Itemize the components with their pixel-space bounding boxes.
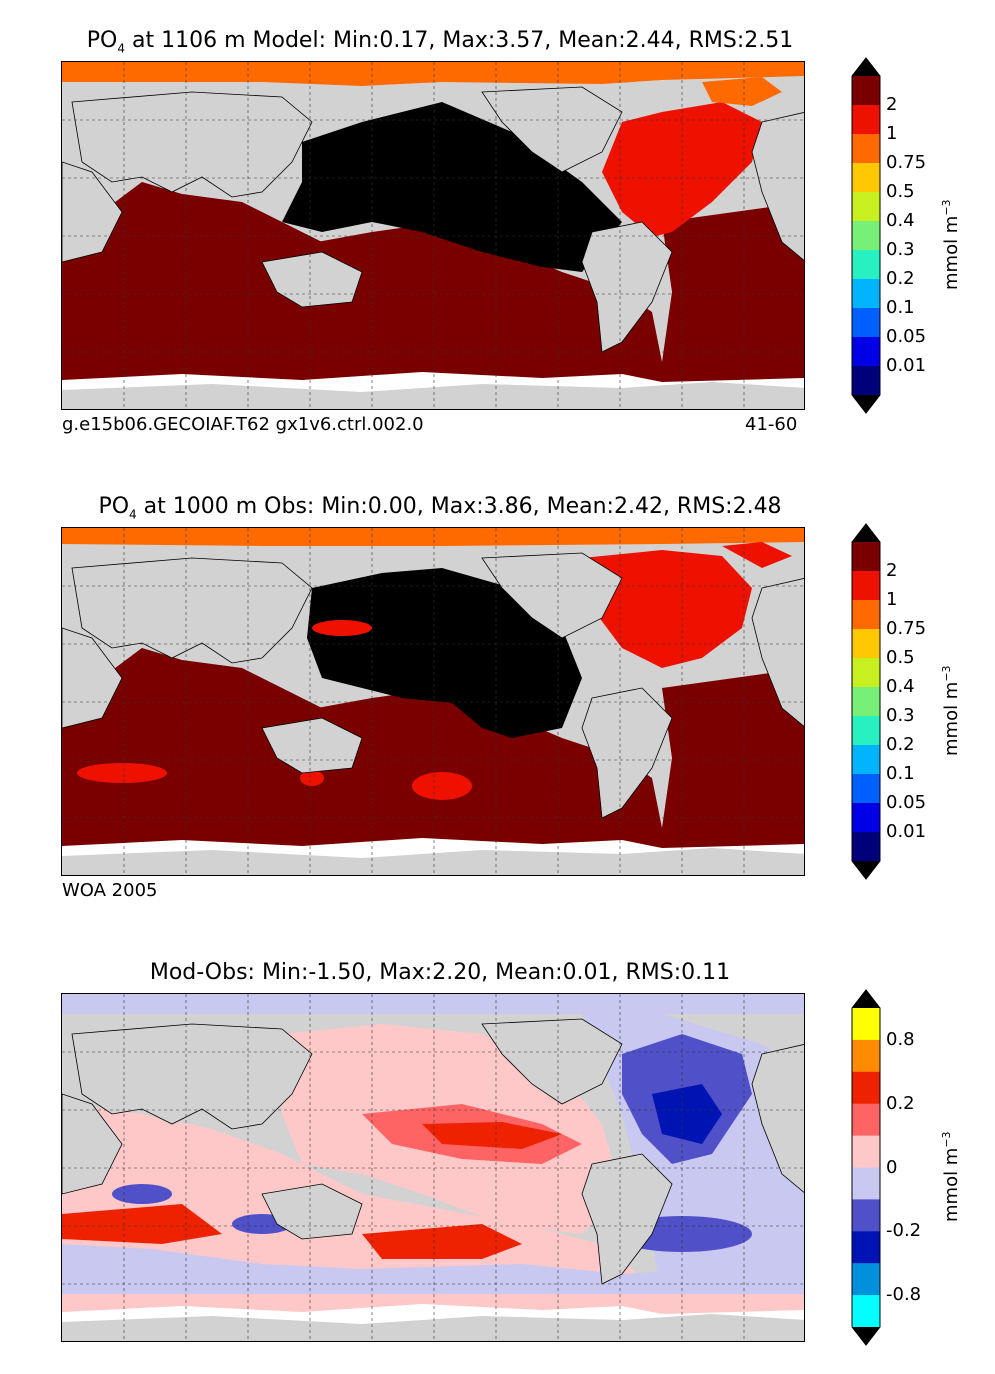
colorbar-swatch <box>852 134 880 164</box>
colorbar-tick-label: 0.1 <box>886 297 915 318</box>
colorbar-swatch <box>852 774 880 804</box>
panel-obs: PO4 at 1000 m Obs: Min:0.00, Max:3.86, M… <box>0 466 995 926</box>
colorbar-swatch <box>852 1263 880 1296</box>
colorbar-swatch <box>852 105 880 135</box>
colorbar-unit: mmol m−3 <box>940 665 962 756</box>
panel-title: Mod-Obs: Min:-1.50, Max:2.20, Mean:0.01,… <box>149 960 731 985</box>
colorbar-extend-max <box>852 990 880 1008</box>
colorbar-extend-min <box>852 395 880 413</box>
colorbar-tick-label: 0.2 <box>886 1092 915 1114</box>
colorbar-tick-label: 0 <box>886 1156 898 1178</box>
colorbar-swatch <box>852 163 880 193</box>
colorbar-unit: mmol m−3 <box>940 1131 962 1222</box>
map-plot <box>61 61 805 410</box>
colorbar-tick-label: 0.01 <box>886 821 927 842</box>
colorbar-tick-label: 0.8 <box>886 1028 915 1050</box>
colorbar-swatch <box>852 803 880 833</box>
colorbar-swatch <box>852 1135 880 1168</box>
colorbar-swatch <box>852 542 880 572</box>
panel-title: PO4 at 1106 m Model: Min:0.17, Max:3.57,… <box>86 28 794 56</box>
colorbar-swatch <box>852 1008 880 1041</box>
colorbar-tick-label: 1 <box>886 123 898 144</box>
colorbar-tick-label: 0.2 <box>886 734 915 755</box>
colorbar-unit: mmol m−3 <box>940 199 962 290</box>
colorbar-tick-label: 0.5 <box>886 181 915 202</box>
colorbar-tick-label: 0.2 <box>886 268 915 289</box>
colorbar-swatch <box>852 687 880 717</box>
colorbar-swatch <box>852 1167 880 1200</box>
colorbar-swatch <box>852 1295 880 1328</box>
map-plot <box>61 527 805 876</box>
colorbar-tick-label: 0.75 <box>886 618 927 639</box>
colorbar-tick-label: 0.05 <box>886 792 927 813</box>
colorbar-tick-label: 0.4 <box>886 676 915 697</box>
colorbar-swatch <box>852 192 880 222</box>
colorbar-swatch <box>852 629 880 659</box>
map-plot <box>61 993 805 1342</box>
caption-left: g.e15b06.GECOIAF.T62 gx1v6.ctrl.002.0 <box>62 414 424 435</box>
panel-model: PO4 at 1106 m Model: Min:0.17, Max:3.57,… <box>0 0 995 460</box>
colorbar-swatch <box>852 1039 880 1073</box>
colorbar-tick-label: -0.2 <box>886 1220 922 1242</box>
colorbar-tick-label: 0.3 <box>886 239 915 260</box>
colorbar-swatches <box>851 57 881 414</box>
colorbar <box>851 989 881 1346</box>
colorbar-extend-max <box>852 58 880 76</box>
panel-title: PO4 at 1000 m Obs: Min:0.00, Max:3.86, M… <box>98 494 782 522</box>
colorbar-tick-label: 2 <box>886 560 898 581</box>
colorbar-swatch <box>852 571 880 601</box>
colorbar-swatch <box>852 1199 880 1232</box>
colorbar-swatch <box>852 745 880 775</box>
colorbar-swatch <box>852 308 880 338</box>
colorbar-tick-label: 2 <box>886 94 898 115</box>
colorbar <box>851 57 881 414</box>
colorbar <box>851 523 881 880</box>
colorbar-tick-label: 0.3 <box>886 705 915 726</box>
colorbar-swatch <box>852 1071 880 1105</box>
colorbar-swatch <box>852 1231 880 1264</box>
colorbar-extend-max <box>852 524 880 542</box>
colorbar-tick-label: 0.5 <box>886 647 915 668</box>
colorbar-tick-label: 0.01 <box>886 355 927 376</box>
colorbar-swatches <box>851 523 881 880</box>
colorbar-swatch <box>852 366 880 396</box>
colorbar-tick-label: 0.05 <box>886 326 927 347</box>
colorbar-tick-label: 1 <box>886 589 898 610</box>
colorbar-swatch <box>852 250 880 280</box>
colorbar-tick-label: 0.75 <box>886 152 927 173</box>
colorbar-tick-label: 0.4 <box>886 210 915 231</box>
panel-difference: Mod-Obs: Min:-1.50, Max:2.20, Mean:0.01,… <box>0 932 995 1374</box>
colorbar-swatch <box>852 716 880 746</box>
colorbar-swatch <box>852 76 880 106</box>
colorbar-swatch <box>852 337 880 367</box>
colorbar-tick-label: -0.8 <box>886 1284 922 1306</box>
caption-right: 41-60 <box>745 414 798 435</box>
colorbar-swatch <box>852 600 880 630</box>
colorbar-swatch <box>852 279 880 309</box>
caption-left: WOA 2005 <box>62 880 158 901</box>
colorbar-swatch <box>852 832 880 862</box>
colorbar-extend-min <box>852 1327 880 1345</box>
colorbar-extend-min <box>852 861 880 879</box>
colorbar-swatch <box>852 658 880 688</box>
colorbar-swatch <box>852 1103 880 1137</box>
colorbar-swatches <box>851 989 881 1346</box>
colorbar-tick-label: 0.1 <box>886 763 915 784</box>
colorbar-swatch <box>852 221 880 251</box>
